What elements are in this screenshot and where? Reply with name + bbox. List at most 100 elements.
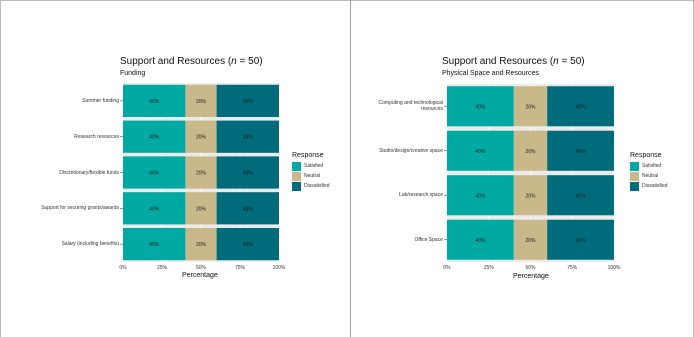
x-tick-label: 0% (119, 265, 127, 271)
legend-item-neutral: Neutral (292, 171, 330, 181)
bar-segment-satisfied (447, 219, 514, 260)
funding-chart-panel: 40% 20% 40% 40% 20% 40% 40% 20% 40% 40% 20% 40% 40% 2… (41, 56, 330, 279)
bar-segment-dissatisfied (216, 192, 279, 225)
x-tick-label: 75% (567, 265, 578, 271)
legend-swatch (630, 171, 639, 181)
bar-data-label: 20% (196, 135, 207, 141)
bar-segment-neutral (185, 84, 217, 118)
bar-data-label: 40% (576, 104, 587, 110)
y-category-label: Computing and technological resources (378, 100, 444, 113)
bar-segment-neutral (513, 86, 548, 127)
bar-data-label: 40% (243, 242, 254, 248)
legend-swatch (630, 181, 639, 191)
bar-segment-neutral (185, 192, 217, 225)
legend: Response Satisfied Neutral Dissatisfied (292, 152, 330, 191)
bar-data-label: 20% (196, 171, 207, 177)
y-category-label: Discretionary/flexible funds (59, 169, 119, 176)
chart-subtitle: Physical Space and Resources (442, 70, 539, 77)
x-axis-title: Percentage (182, 272, 218, 279)
legend-item-satisfied: Satisfied (292, 161, 330, 171)
chart-title: Support and Resources (n = 50) (442, 56, 585, 67)
bar-segment-dissatisfied (547, 175, 614, 216)
bar-segment-satisfied (123, 120, 186, 153)
x-tick-label: 50% (195, 265, 206, 271)
legend-title: Response (630, 152, 662, 159)
bar-chart: 40% 20% 40% 40% 20% 40% 40% 20% 40% 40% 20% 40% (444, 84, 615, 262)
bar-data-label: 40% (243, 206, 254, 212)
legend-item-dissatisfied: Dissatisfied (630, 181, 668, 191)
bar-data-label: 40% (576, 149, 587, 155)
panel-divider (350, 0, 351, 337)
bar-segment-satisfied (123, 84, 186, 118)
bar-segment-dissatisfied (216, 156, 279, 189)
bar-segment-satisfied (447, 130, 514, 171)
x-axis-title: Percentage (513, 273, 549, 280)
y-category-label: Lab/research space (399, 192, 443, 199)
bar-segment-dissatisfied (216, 120, 279, 153)
bar-data-label: 20% (525, 104, 536, 110)
bar-segment-satisfied (123, 227, 186, 261)
legend-item-dissatisfied: Dissatisfied (292, 181, 330, 191)
bar-data-label: 40% (149, 242, 160, 248)
y-category-label: Office Space (414, 236, 443, 243)
bar-data-label: 20% (525, 149, 536, 155)
legend-title: Response (292, 152, 324, 159)
bar-data-label: 20% (196, 206, 207, 212)
x-tick-label: 0% (443, 265, 451, 271)
x-tick-label: 25% (483, 265, 494, 271)
bar-segment-satisfied (123, 156, 186, 189)
bar-segment-satisfied (447, 86, 514, 127)
bar-data-label: 40% (475, 238, 486, 244)
bar-segment-neutral (513, 175, 548, 216)
bar-data-label: 40% (243, 99, 254, 105)
bar-data-label: 20% (525, 193, 536, 199)
legend-item-satisfied: Satisfied (630, 161, 668, 171)
y-category-label: Research resources (74, 133, 119, 140)
x-tick-label: 25% (156, 265, 167, 271)
x-tick-label: 50% (525, 265, 536, 271)
legend-item-neutral: Neutral (630, 171, 668, 181)
bar-segment-neutral (185, 156, 217, 189)
physical-space-chart-panel: 40% 20% 40% 40% 20% 40% 40% 20% 40% 40% 20% 40% Sup… (351, 0, 694, 337)
x-tick-label: 100% (607, 265, 621, 271)
bar-data-label: 40% (475, 149, 486, 155)
bar-segment-satisfied (447, 175, 514, 216)
chart-title: Support and Resources (n = 50) (120, 56, 263, 67)
bar-data-label: 20% (196, 242, 207, 248)
bar-segment-dissatisfied (547, 219, 614, 260)
bar-segment-neutral (185, 120, 217, 153)
bar-data-label: 40% (149, 99, 160, 105)
bar-segment-neutral (513, 219, 548, 260)
bar-data-label: 40% (475, 104, 486, 110)
bar-data-label: 40% (243, 135, 254, 141)
bar-data-label: 40% (243, 171, 254, 177)
bar-segment-satisfied (123, 192, 186, 225)
bar-data-label: 40% (149, 171, 160, 177)
y-category-label: Studio/design/creative space (379, 147, 443, 154)
bar-data-label: 40% (149, 206, 160, 212)
x-tick-label: 100% (272, 265, 286, 271)
bar-chart: 40% 20% 40% 40% 20% 40% 40% 20% 40% 40% 20% 40% 40% 2… (120, 83, 280, 262)
legend-swatch (292, 161, 301, 171)
bar-data-label: 40% (576, 193, 587, 199)
bar-segment-neutral (185, 227, 217, 261)
legend: Response Satisfied Neutral Dissatisfied (630, 152, 668, 191)
bar-segment-dissatisfied (547, 86, 614, 127)
bar-data-label: 20% (525, 238, 536, 244)
y-category-label: Salary (including benefits) (61, 241, 119, 248)
bar-data-label: 40% (475, 193, 486, 199)
legend-swatch (630, 161, 639, 171)
x-tick-label: 75% (234, 265, 245, 271)
bar-segment-neutral (513, 130, 548, 171)
chart-subtitle: Funding (120, 70, 146, 77)
bar-segment-dissatisfied (216, 84, 279, 118)
bar-segment-dissatisfied (216, 227, 279, 261)
legend-swatch (292, 171, 301, 181)
bar-data-label: 20% (196, 99, 207, 105)
y-category-label: Summer funding (82, 97, 119, 104)
bar-segment-dissatisfied (547, 130, 614, 171)
legend-swatch (292, 181, 301, 191)
bar-data-label: 40% (576, 238, 587, 244)
bar-data-label: 40% (149, 135, 160, 141)
y-category-label: Support for securing grants/awards (41, 205, 119, 212)
